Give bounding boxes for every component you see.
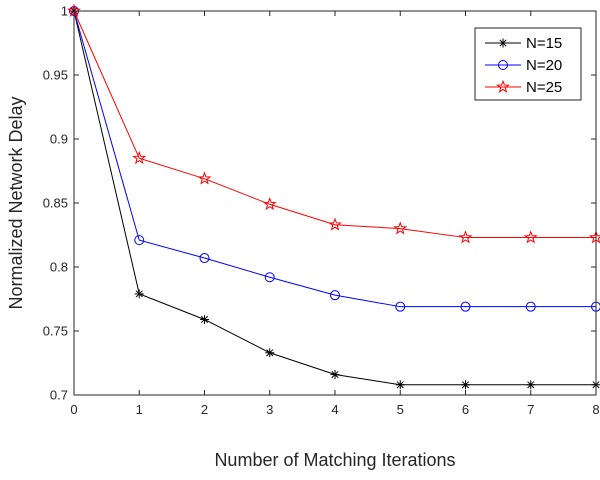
series-line bbox=[73, 10, 596, 239]
x-tick-label: 5 bbox=[397, 402, 404, 417]
data-point bbox=[265, 348, 275, 358]
data-point bbox=[525, 301, 536, 312]
data-point bbox=[262, 197, 277, 211]
legend-item: N=25 bbox=[485, 79, 562, 96]
legend-item: N=15 bbox=[485, 35, 562, 52]
data-point bbox=[395, 380, 405, 390]
data-point bbox=[134, 235, 145, 246]
y-axis-ticks: 0.7 0.75 0.8 0.85 0.9 0.95 1 bbox=[43, 4, 596, 403]
data-point bbox=[460, 301, 471, 312]
x-tick-label: 2 bbox=[201, 402, 208, 417]
data-point bbox=[330, 370, 340, 380]
data-point bbox=[458, 230, 473, 244]
legend-marker bbox=[498, 60, 508, 70]
data-point bbox=[199, 253, 210, 264]
y-tick-label: 0.9 bbox=[50, 132, 68, 147]
y-tick-label: 0.8 bbox=[50, 260, 68, 275]
legend-item: N=20 bbox=[485, 57, 562, 74]
x-tick-label: 0 bbox=[70, 402, 77, 417]
data-point bbox=[395, 301, 406, 312]
x-tick-label: 4 bbox=[331, 402, 338, 417]
legend-marker bbox=[496, 79, 510, 93]
y-axis-title: Normalized Network Delay bbox=[6, 96, 26, 309]
legend-box bbox=[474, 27, 582, 101]
x-tick-label: 7 bbox=[527, 402, 534, 417]
series-n-20 bbox=[69, 6, 600, 312]
x-axis-ticks: 0 1 2 3 4 5 6 7 8 bbox=[70, 11, 600, 417]
data-point bbox=[328, 217, 342, 231]
y-tick-label: 0.75 bbox=[43, 324, 68, 339]
data-point bbox=[134, 289, 144, 299]
x-axis-title: Number of Matching Iterations bbox=[214, 450, 455, 470]
legend-label: N=25 bbox=[526, 79, 562, 96]
legend-label: N=15 bbox=[526, 35, 562, 52]
x-tick-label: 3 bbox=[266, 402, 273, 417]
legend-items: N=15 N=20 N=25 bbox=[485, 35, 562, 96]
data-point bbox=[330, 290, 340, 301]
x-tick-label: 8 bbox=[592, 402, 599, 417]
y-tick-label: 0.85 bbox=[43, 196, 68, 211]
x-tick-label: 6 bbox=[462, 402, 469, 417]
legend-marker bbox=[498, 38, 508, 48]
data-point bbox=[393, 221, 408, 235]
y-tick-label: 0.7 bbox=[50, 388, 68, 403]
data-point bbox=[200, 314, 209, 324]
legend-label: N=20 bbox=[526, 57, 562, 74]
data-point bbox=[523, 230, 538, 244]
legend: N=15 N=20 N=25 bbox=[474, 27, 582, 101]
data-point bbox=[526, 380, 536, 390]
series-n-25 bbox=[67, 3, 600, 244]
x-tick-label: 1 bbox=[136, 402, 143, 417]
data-point bbox=[132, 150, 147, 165]
y-tick-label: 1 bbox=[61, 4, 68, 19]
series-layer bbox=[67, 3, 600, 390]
y-tick-label: 0.95 bbox=[43, 68, 68, 83]
data-point bbox=[264, 272, 275, 283]
series-line bbox=[73, 10, 596, 308]
data-point bbox=[197, 171, 212, 185]
data-point bbox=[461, 380, 470, 390]
